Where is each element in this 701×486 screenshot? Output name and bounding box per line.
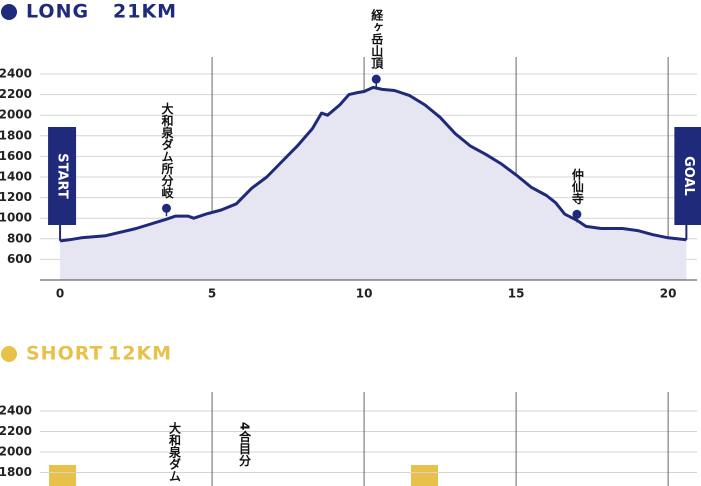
marker-dot: [161, 203, 171, 213]
y-tick-label: 1200: [0, 190, 32, 204]
x-tick-label: 5: [208, 287, 216, 301]
distance: 12KM: [108, 343, 172, 365]
start-flag: [49, 465, 76, 486]
distance: 21KM: [113, 1, 177, 23]
marker-label: 大和泉ダム所分岐: [160, 101, 174, 199]
y-tick-label: 2200: [0, 424, 32, 438]
y-tick-label: 600: [7, 252, 32, 266]
flag-label: START: [55, 153, 70, 199]
y-tick-label: 1600: [0, 149, 32, 163]
y-tick-label: 1000: [0, 211, 32, 225]
elevation-area: [60, 87, 687, 281]
y-tick-label: 1800: [0, 128, 32, 142]
flag: [48, 127, 77, 225]
marker-label: 4合目分: [238, 422, 252, 467]
marker-dot: [572, 209, 582, 219]
marker-dot: [371, 74, 381, 84]
x-tick-label: 15: [508, 287, 525, 301]
goal-flag: [411, 465, 438, 486]
marker-label: 大和泉ダム: [168, 421, 182, 482]
title-dot: [1, 346, 17, 362]
y-tick-label: 2000: [0, 108, 32, 122]
y-tick-label: 2000: [0, 444, 32, 458]
chart-title: SHORT: [26, 343, 103, 365]
y-tick-label: 2400: [0, 403, 32, 417]
title-dot: [1, 4, 17, 20]
elevation-line: [59, 85, 687, 243]
marker-label: 経ヶ岳山頂: [370, 8, 384, 70]
flag: [674, 127, 701, 225]
y-tick-label: 1800: [0, 465, 32, 479]
y-tick-label: 800: [7, 231, 32, 245]
y-tick-label: 1400: [0, 169, 32, 183]
y-tick-label: 2200: [0, 87, 32, 101]
marker-label: 仲仙寺: [570, 167, 584, 205]
x-tick-label: 20: [660, 287, 677, 301]
x-tick-label: 10: [356, 287, 373, 301]
flag-label: GOAL: [681, 156, 696, 196]
chart-title: LONG: [26, 1, 89, 23]
x-tick-label: 0: [56, 287, 64, 301]
y-tick-label: 2400: [0, 66, 32, 80]
